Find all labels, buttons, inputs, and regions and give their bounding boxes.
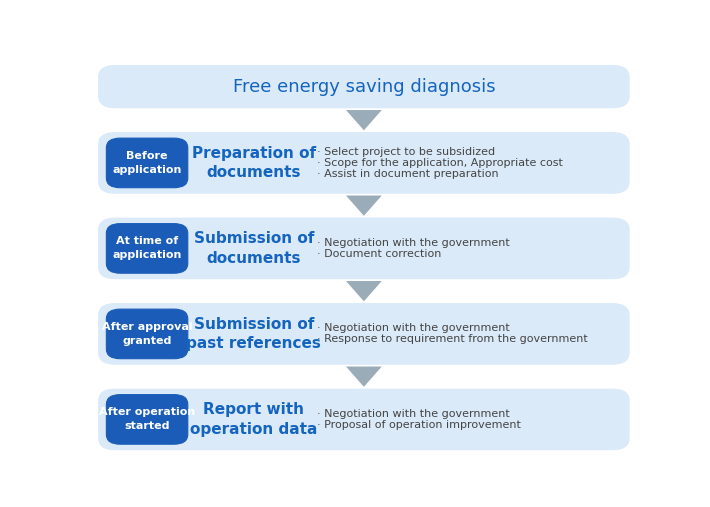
Text: Submission of
past references: Submission of past references [187,316,321,351]
Text: · Assist in document preparation: · Assist in document preparation [317,169,498,179]
Text: · Negotiation with the government: · Negotiation with the government [317,409,510,419]
Text: Before
application: Before application [112,151,182,175]
Text: · Document correction: · Document correction [317,249,442,259]
Text: At time of
application: At time of application [112,236,182,261]
Text: · Response to requirement from the government: · Response to requirement from the gover… [317,335,588,344]
FancyBboxPatch shape [99,65,629,107]
Polygon shape [346,196,382,216]
Text: Free energy saving diagnosis: Free energy saving diagnosis [233,78,495,96]
Polygon shape [346,367,382,387]
Polygon shape [346,110,382,130]
Text: Submission of
documents: Submission of documents [194,231,314,266]
FancyBboxPatch shape [106,309,187,359]
Text: Preparation of
documents: Preparation of documents [192,146,316,180]
Text: · Negotiation with the government: · Negotiation with the government [317,238,510,248]
FancyBboxPatch shape [106,224,187,273]
FancyBboxPatch shape [99,389,629,450]
FancyBboxPatch shape [99,218,629,279]
FancyBboxPatch shape [106,138,187,188]
Text: · Negotiation with the government: · Negotiation with the government [317,323,510,334]
Text: After approval
granted: After approval granted [102,322,192,346]
Text: · Proposal of operation improvement: · Proposal of operation improvement [317,420,521,430]
Text: Report with
operation data: Report with operation data [190,402,317,437]
Text: · Scope for the application, Appropriate cost: · Scope for the application, Appropriate… [317,158,563,168]
Polygon shape [346,281,382,301]
FancyBboxPatch shape [106,394,187,444]
Text: After operation
started: After operation started [99,408,195,431]
FancyBboxPatch shape [99,304,629,364]
FancyBboxPatch shape [99,133,629,193]
Text: · Select project to be subsidized: · Select project to be subsidized [317,147,496,157]
